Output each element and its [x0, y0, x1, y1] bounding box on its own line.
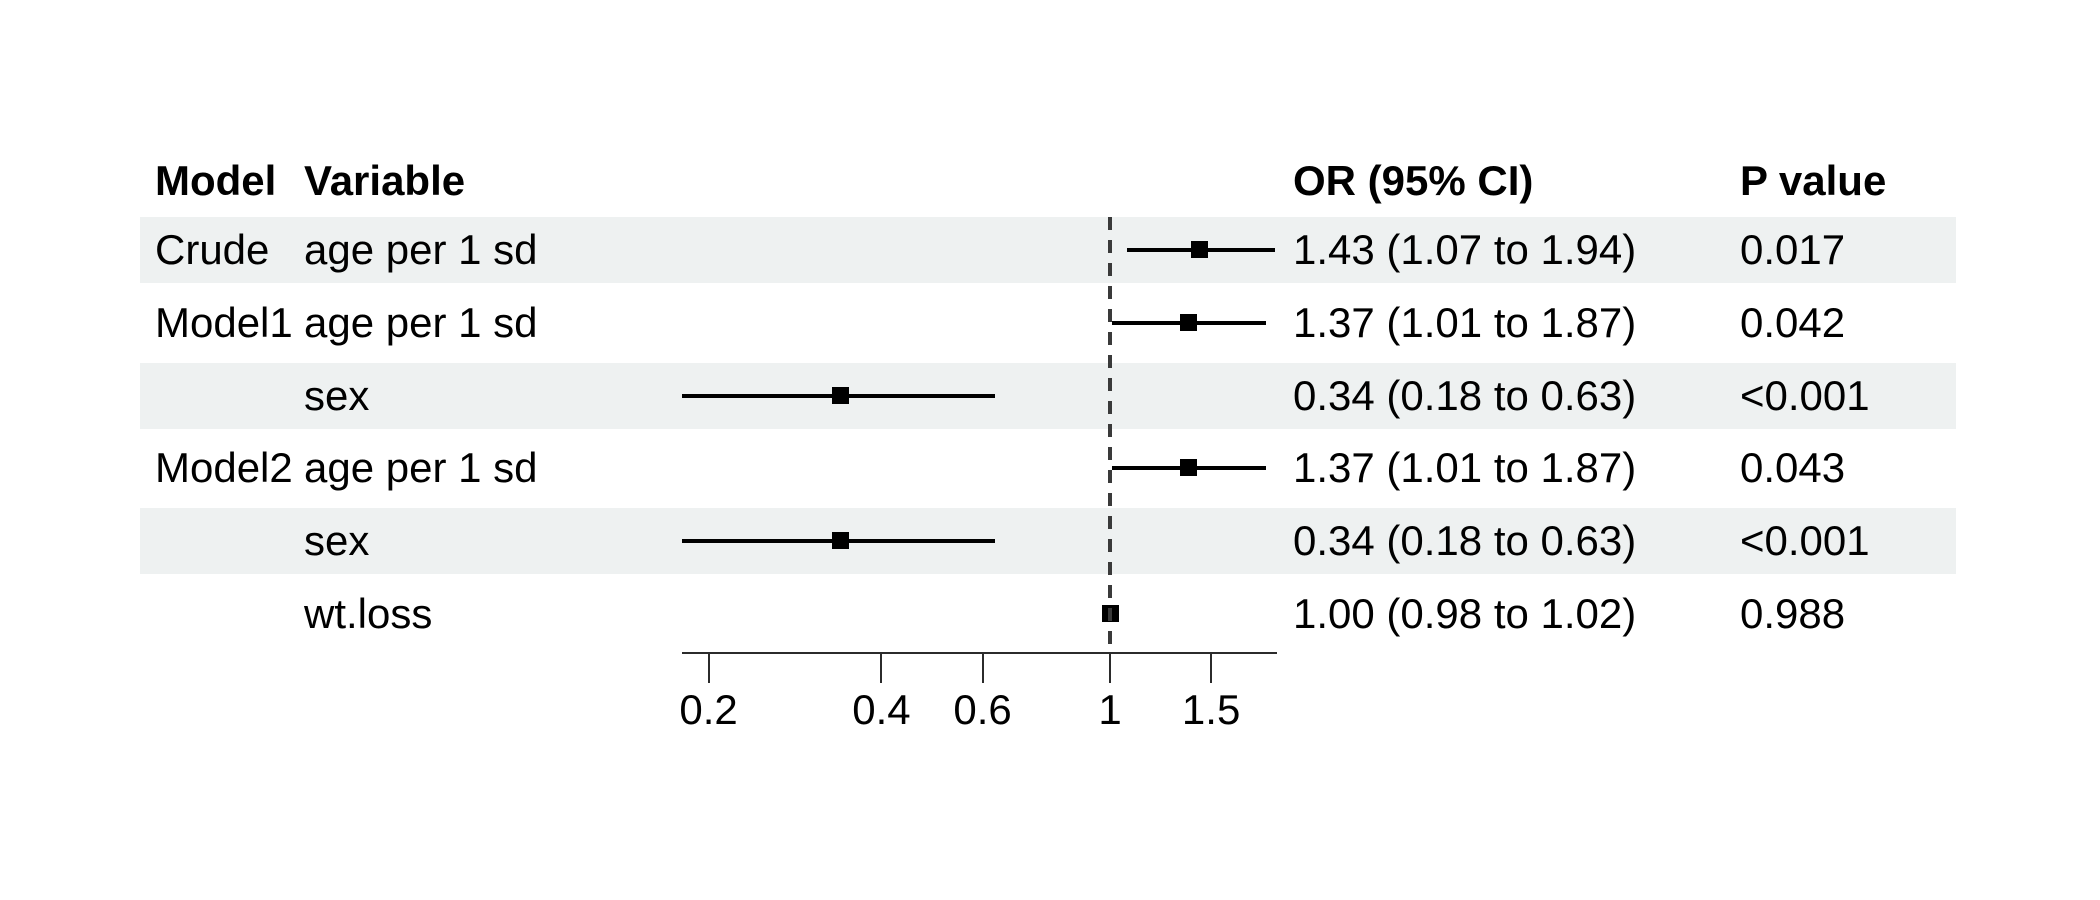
model-cell: Model2: [155, 444, 293, 491]
table-header-row: Model Variable OR (95% CI) P value: [140, 144, 1956, 217]
p-value-cell: 0.017: [1740, 226, 1846, 273]
variable-cell: age per 1 sd: [304, 299, 538, 346]
x-axis-tick: [1210, 652, 1213, 683]
p-value-cell: 0.043: [1740, 444, 1846, 491]
table-row: sex 0.34 (0.18 to 0.63) <0.001: [140, 363, 1956, 429]
variable-cell: age per 1 sd: [304, 226, 538, 273]
table-row: sex 0.34 (0.18 to 0.63) <0.001: [140, 508, 1956, 574]
p-value-cell: <0.001: [1740, 372, 1870, 419]
x-axis-tick: [1109, 652, 1111, 683]
x-axis-tick-label: 0.6: [953, 686, 1012, 733]
x-axis-tick-label: 0.2: [679, 686, 738, 733]
table-row: Model2 age per 1 sd 1.37 (1.01 to 1.87) …: [140, 435, 1956, 501]
point-estimate-marker: [832, 532, 850, 549]
p-value-cell: 0.042: [1740, 299, 1846, 346]
point-estimate-marker: [1190, 241, 1208, 258]
table-row: Crude age per 1 sd 1.43 (1.07 to 1.94) 0…: [140, 217, 1956, 283]
header-or-ci: OR (95% CI): [1293, 157, 1534, 204]
table-row: Model1 age per 1 sd 1.37 (1.01 to 1.87) …: [140, 290, 1956, 356]
header-p-value: P value: [1740, 157, 1887, 204]
or-ci-cell: 0.34 (0.18 to 0.63): [1293, 372, 1637, 419]
x-axis-tick-label: 1: [1098, 686, 1122, 733]
x-axis-tick: [707, 652, 710, 683]
or-ci-cell: 0.34 (0.18 to 0.63): [1293, 517, 1637, 564]
table-row: wt.loss 1.00 (0.98 to 1.02) 0.988: [140, 581, 1956, 647]
x-axis-tick-label: 0.4: [852, 686, 911, 733]
reference-line: [1108, 217, 1112, 653]
p-value-cell: 0.988: [1740, 590, 1846, 637]
x-axis-tick: [981, 652, 984, 683]
variable-cell: sex: [304, 372, 370, 419]
or-ci-cell: 1.37 (1.01 to 1.87): [1293, 299, 1637, 346]
or-ci-cell: 1.37 (1.01 to 1.87): [1293, 444, 1637, 491]
or-ci-cell: 1.43 (1.07 to 1.94): [1293, 226, 1637, 273]
variable-cell: sex: [304, 517, 370, 564]
variable-cell: wt.loss: [304, 590, 433, 637]
header-variable: Variable: [304, 157, 466, 204]
x-axis-tick: [880, 652, 883, 683]
p-value-cell: <0.001: [1740, 517, 1870, 564]
header-model: Model: [155, 157, 277, 204]
model-cell: Crude: [155, 226, 270, 273]
model-cell: Model1: [155, 299, 293, 346]
point-estimate-marker: [1180, 459, 1197, 476]
point-estimate-marker: [1180, 314, 1197, 331]
x-axis-tick-label: 1.5: [1181, 686, 1241, 733]
x-axis: [682, 652, 1277, 654]
variable-cell: age per 1 sd: [304, 444, 538, 491]
or-ci-cell: 1.00 (0.98 to 1.02): [1293, 590, 1637, 637]
point-estimate-marker: [832, 387, 850, 404]
